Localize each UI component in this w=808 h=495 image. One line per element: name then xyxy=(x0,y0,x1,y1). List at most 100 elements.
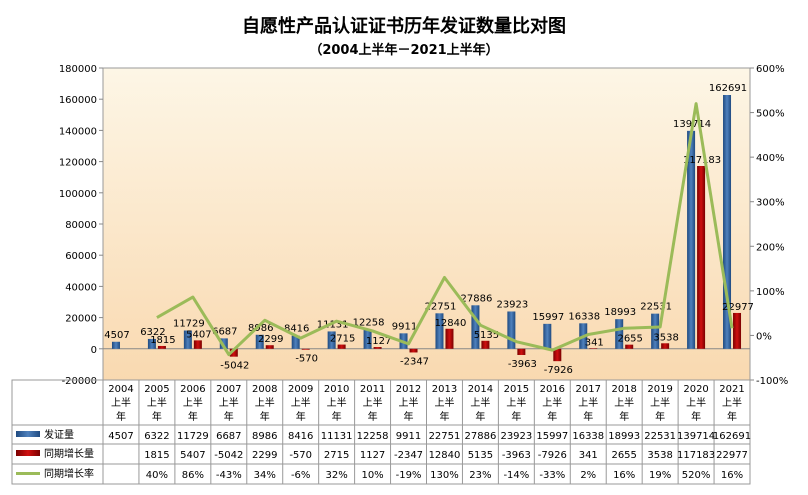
bar-growth-label: 5407 xyxy=(186,329,211,340)
table-cell: 86% xyxy=(182,470,204,481)
table-cell: 2299 xyxy=(252,450,277,461)
category-label: 年 xyxy=(511,410,521,423)
table-cell: 6687 xyxy=(216,431,241,442)
category-label: 2009 xyxy=(288,384,313,395)
category-label: 2020 xyxy=(683,384,708,395)
table-cell: 130% xyxy=(430,470,459,481)
category-label: 年 xyxy=(368,410,378,423)
category-label: 上半 xyxy=(291,396,311,409)
category-label: 上半 xyxy=(399,396,419,409)
table-cell: 6322 xyxy=(144,431,169,442)
y-left-tick-label: 60000 xyxy=(65,251,97,262)
table-cell: -33% xyxy=(539,470,565,481)
bar-growth xyxy=(517,348,526,355)
bar-issued-label: 16338 xyxy=(568,311,600,322)
table-cell: 1815 xyxy=(144,450,169,461)
y-left-tick-label: 0 xyxy=(91,345,97,356)
table-cell: 3538 xyxy=(647,450,672,461)
category-label: 2013 xyxy=(432,384,457,395)
chart-subtitle: （2004上半年－2021上半年） xyxy=(309,42,498,58)
table-cell: 8416 xyxy=(288,431,313,442)
table-cell: 34% xyxy=(254,470,276,481)
category-label: 2016 xyxy=(540,384,565,395)
table-cell: 40% xyxy=(146,470,168,481)
bar-issued xyxy=(327,331,336,349)
category-label: 2017 xyxy=(576,384,601,395)
bar-issued xyxy=(183,330,192,349)
table-cell: 1127 xyxy=(360,450,385,461)
category-label: 2004 xyxy=(108,384,133,395)
bar-issued xyxy=(687,130,696,349)
bar-issued xyxy=(363,329,372,349)
bar-growth-label: 5135 xyxy=(474,330,499,341)
bar-growth-label: 2299 xyxy=(258,334,283,345)
table-cell: 2715 xyxy=(324,450,349,461)
category-label: 2006 xyxy=(180,384,205,395)
category-label: 上半 xyxy=(686,396,706,409)
y-left-tick-label: 120000 xyxy=(59,158,97,169)
category-label: 上半 xyxy=(219,396,239,409)
bar-issued-label: 12258 xyxy=(353,318,385,329)
table-cell: 5135 xyxy=(468,450,493,461)
bar-issued-label: 6687 xyxy=(212,326,237,337)
y-right-tick-label: 200% xyxy=(756,242,785,253)
y-right-tick-label: 400% xyxy=(756,153,785,164)
y-left-tick-label: -20000 xyxy=(62,376,97,387)
table-cell: 162691 xyxy=(713,431,751,442)
table-cell: -7926 xyxy=(538,450,567,461)
table-cell: 117183 xyxy=(677,450,715,461)
bar-growth-label: -570 xyxy=(295,354,318,365)
bar-issued-label: 162691 xyxy=(709,83,747,94)
table-cell: 16338 xyxy=(572,431,604,442)
bar-issued-label: 22531 xyxy=(640,302,672,313)
table-cell: 9911 xyxy=(396,431,421,442)
category-label: 年 xyxy=(475,410,485,423)
category-label: 上半 xyxy=(434,396,454,409)
table-cell: 16% xyxy=(721,470,743,481)
table-cell: 23% xyxy=(469,470,491,481)
bar-growth xyxy=(193,340,202,349)
legend-label: 发证量 xyxy=(44,428,74,441)
chart-title: 自愿性产品认证证书历年发证数量比对图 xyxy=(242,15,566,37)
bar-issued xyxy=(219,338,228,349)
category-label: 上半 xyxy=(183,396,203,409)
category-label: 年 xyxy=(619,410,629,423)
bar-growth xyxy=(733,312,742,349)
bar-issued-label: 18993 xyxy=(604,307,636,318)
y-right-tick-label: -100% xyxy=(756,376,788,387)
category-label: 上半 xyxy=(542,396,562,409)
category-label: 年 xyxy=(224,410,234,423)
category-label: 2008 xyxy=(252,384,277,395)
y-left-tick-label: 180000 xyxy=(59,64,97,75)
y-left-tick-label: 100000 xyxy=(59,189,97,200)
category-label: 年 xyxy=(655,410,665,423)
bar-growth xyxy=(337,344,346,349)
category-label: 年 xyxy=(332,410,342,423)
bar-issued xyxy=(471,305,480,349)
bar-growth xyxy=(553,348,562,362)
category-label: 2011 xyxy=(360,384,385,395)
category-label: 上半 xyxy=(147,396,167,409)
bar-issued xyxy=(543,323,552,349)
bar-issued xyxy=(111,341,120,349)
bar-growth-label: -7926 xyxy=(544,365,573,376)
growth-rate-line xyxy=(156,102,734,357)
category-label: 2021 xyxy=(719,384,744,395)
bar-issued-label: 15997 xyxy=(532,312,564,323)
bar-growth-label: -3963 xyxy=(508,359,537,370)
bar-issued xyxy=(435,313,444,349)
bar-growth xyxy=(589,348,598,349)
legend-label: 同期增长率 xyxy=(44,467,94,480)
bar-growth-label: -2347 xyxy=(400,356,429,367)
table-cell: -19% xyxy=(396,470,422,481)
category-label: 2012 xyxy=(396,384,421,395)
bar-issued-label: 9911 xyxy=(392,321,417,332)
y-left-tick-label: 80000 xyxy=(65,220,97,231)
category-label: 上半 xyxy=(650,396,670,409)
category-label: 上半 xyxy=(614,396,634,409)
table-cell: -43% xyxy=(216,470,242,481)
bar-issued xyxy=(651,313,660,349)
legend-key xyxy=(16,450,40,456)
table-cell: 27886 xyxy=(465,431,497,442)
bar-growth xyxy=(373,347,382,349)
